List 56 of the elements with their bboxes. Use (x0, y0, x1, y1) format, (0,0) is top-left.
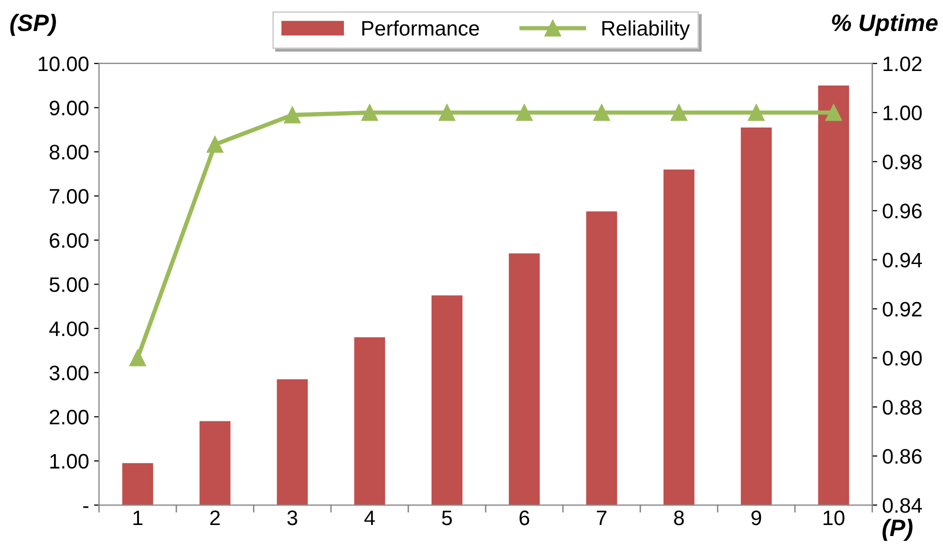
y2-tick-label: 0.94 (882, 252, 922, 268)
bar (586, 211, 618, 506)
x-tick-label: 3 (287, 510, 298, 526)
bar (663, 169, 694, 506)
y-tick-label: 3.00 (50, 366, 88, 380)
y-tick-label: 4.00 (49, 321, 88, 336)
point (825, 104, 842, 121)
point (129, 350, 146, 366)
point (516, 104, 533, 121)
y2-tick-label: 0.84 (882, 498, 922, 513)
y-tick-label: 10.00 (38, 56, 88, 72)
y-tick-label: 5.00 (50, 277, 88, 292)
y-tick-label: 1.00 (50, 454, 88, 469)
point (748, 104, 765, 121)
legend-label: Performance (362, 20, 479, 36)
bar (276, 379, 308, 506)
y2-tick-label: 0.88 (882, 400, 922, 415)
point (206, 136, 224, 153)
x-tick-label: 7 (596, 510, 606, 526)
x-tick-label: 4 (364, 510, 375, 526)
x-tick-label: 1 (133, 510, 142, 526)
y2-tick-label: 0.96 (882, 204, 922, 218)
bar (818, 86, 850, 506)
x-tick-label: 10 (824, 510, 844, 526)
y-tick-label: 8.00 (50, 144, 88, 160)
y2-tick-label: 0.92 (882, 302, 922, 317)
y2-tick-label: 0.98 (882, 154, 922, 170)
legend-label: Reliability (602, 20, 690, 40)
point (361, 104, 378, 121)
bar (508, 253, 540, 506)
y2-tick-label: 0.90 (882, 350, 922, 366)
bar (354, 337, 386, 506)
bar (200, 421, 230, 506)
bar (432, 295, 462, 506)
point (670, 104, 688, 121)
y-tick-label: 9.00 (50, 100, 88, 116)
y-tick-label: 7.00 (50, 188, 88, 204)
x-tick-label: 6 (520, 510, 530, 526)
y-tick-label: - (83, 506, 88, 508)
point (438, 104, 456, 121)
x-axis-title: (P) (882, 518, 912, 541)
bar (740, 128, 772, 506)
x-tick-label: 5 (442, 510, 452, 526)
y-tick-label: 6.00 (50, 233, 88, 248)
y2-tick-label: 1.00 (884, 106, 922, 120)
y-axis-title: (SP) (10, 14, 56, 36)
bar (122, 463, 154, 506)
point (593, 104, 610, 121)
y2-tick-label: 0.86 (882, 449, 922, 464)
y2-tick-label: 1.02 (884, 56, 922, 72)
y-tick-label: 2.00 (50, 410, 88, 425)
x-tick-label: 2 (210, 510, 220, 526)
x-tick-label: 9 (751, 510, 762, 526)
y2-axis-title: % Uptime (832, 14, 938, 36)
point (284, 106, 301, 124)
x-tick-label: 8 (674, 510, 684, 526)
